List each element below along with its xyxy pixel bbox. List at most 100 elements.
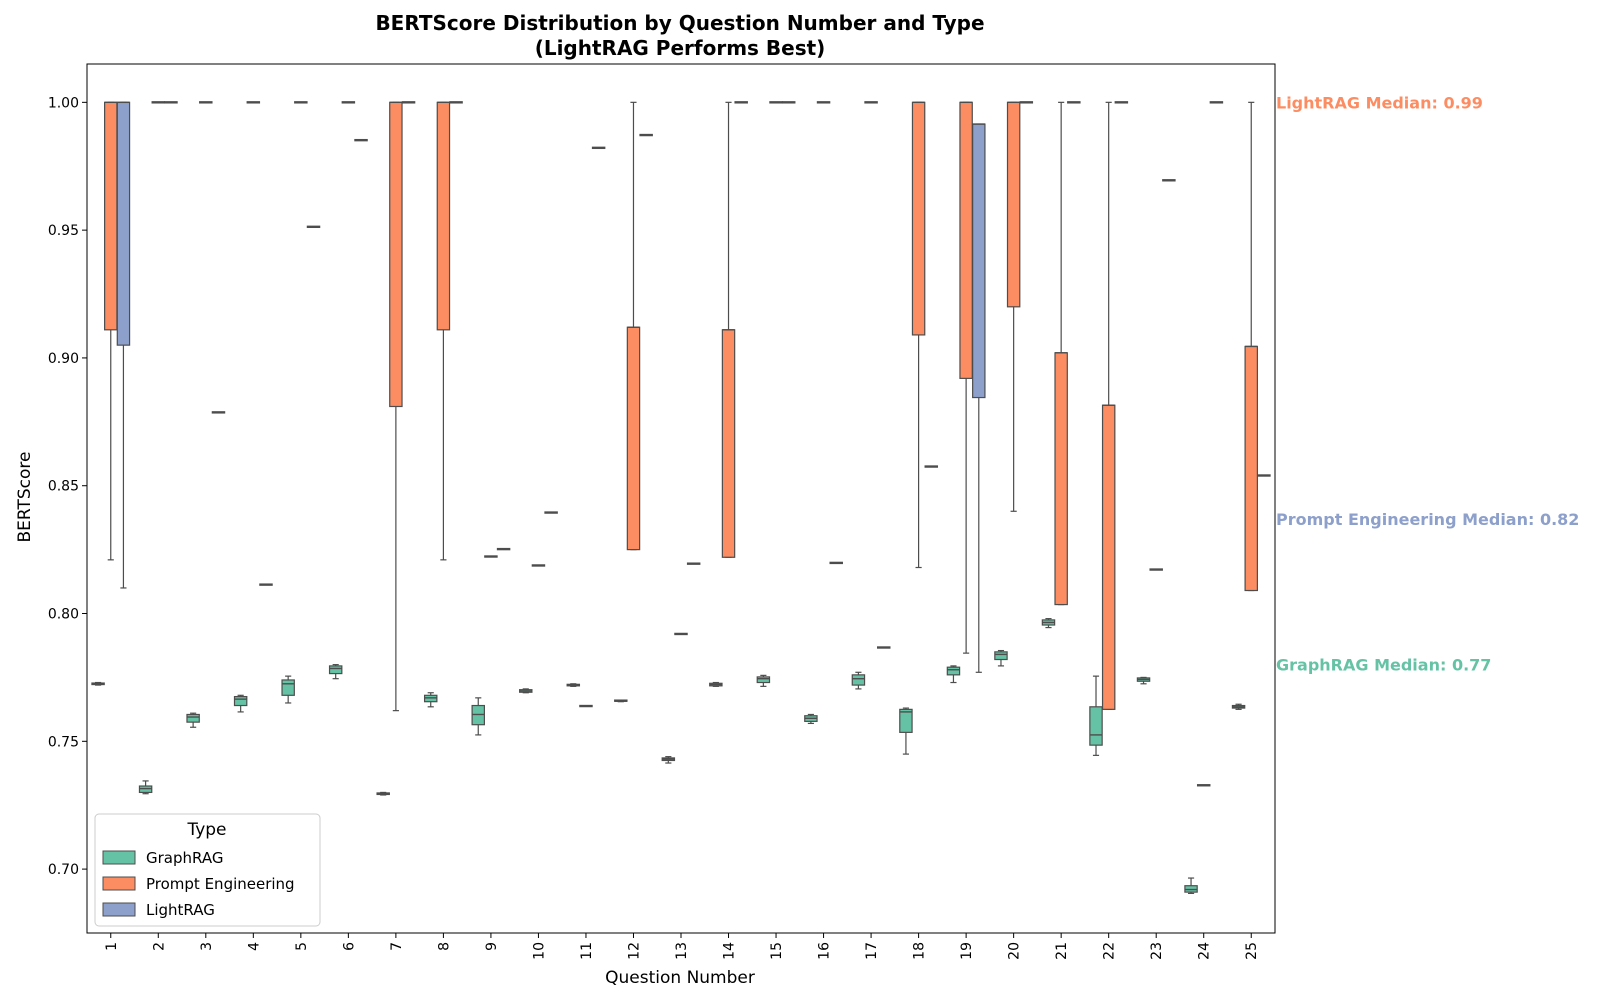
legend-swatch	[102, 902, 136, 917]
box-lightrag-q1	[116, 101, 131, 589]
box-graphrag-q17	[851, 671, 866, 690]
box-iqr	[851, 674, 866, 686]
box-graphrag-q20	[994, 649, 1008, 667]
box-iqr	[116, 101, 131, 346]
box-lightrag-q10	[544, 511, 558, 514]
box-graphrag-q3	[186, 712, 200, 728]
box-lightrag-q19	[972, 123, 986, 673]
box-prompt-engineering-q1	[104, 101, 118, 561]
box-graphrag-q1	[91, 681, 105, 686]
median-annotations: LightRAG Median: 0.99 Prompt Engineering …	[1276, 93, 1579, 674]
box-lightrag-q13	[686, 562, 701, 565]
box-prompt-engineering-q16	[816, 101, 831, 104]
plot-frame	[86, 63, 1276, 934]
y-tick-label: 0.70	[48, 862, 79, 878]
box-lightrag-q8	[449, 101, 463, 104]
box-lightrag-q9	[496, 547, 511, 551]
box-lightrag-q4	[259, 583, 273, 586]
chart-title: BERTScore Distribution by Question Numbe…	[375, 11, 984, 35]
box-lightrag-q22	[1114, 101, 1129, 104]
box-graphrag-q10	[519, 688, 533, 694]
box-prompt-engineering-q15	[769, 101, 783, 104]
x-tick-label: 11	[579, 942, 595, 960]
box-prompt-engineering-q4	[246, 101, 261, 104]
box-iqr	[1089, 706, 1103, 746]
box-iqr	[626, 326, 641, 551]
box-lightrag-q18	[924, 465, 939, 468]
x-tick-label: 18	[912, 942, 928, 960]
box-iqr	[1244, 345, 1258, 592]
legend-entry-label: GraphRAG	[146, 849, 223, 867]
x-tick-label: 15	[769, 942, 785, 960]
box-prompt-engineering-q18	[911, 101, 926, 569]
box-graphrag-q11	[566, 683, 581, 687]
box-iqr	[233, 695, 248, 707]
box-lightrag-q12	[639, 133, 653, 137]
x-tick-label: 3	[199, 942, 215, 951]
legend-frame	[94, 813, 321, 927]
box-graphrag-q8	[423, 692, 438, 708]
box-prompt-engineering-q7	[389, 101, 403, 712]
box-prompt-engineering-q17	[864, 101, 878, 104]
x-tick-label: 22	[1102, 942, 1118, 960]
box-iqr	[946, 666, 961, 676]
box-iqr	[436, 101, 451, 331]
x-tick-label: 25	[1244, 942, 1260, 960]
x-tick-label: 20	[1007, 942, 1023, 960]
x-tick-label: 16	[817, 942, 833, 960]
box-graphrag-q9	[471, 697, 485, 736]
box-iqr	[1054, 352, 1068, 606]
y-axis-label: BERTScore	[15, 452, 35, 543]
box-lightrag-q5	[306, 225, 321, 229]
x-tick-label: 12	[626, 942, 642, 960]
box-prompt-engineering-q14	[721, 101, 736, 558]
box-graphrag-q22	[1089, 675, 1103, 756]
box-prompt-engineering-q10	[531, 564, 546, 567]
box-prompt-engineering-q13	[674, 632, 688, 636]
box-graphrag-q13	[661, 756, 676, 764]
x-tick-label: 14	[722, 942, 738, 960]
box-lightrag-q17	[877, 646, 891, 649]
box-lightrag-q3	[211, 411, 226, 414]
y-tick-label: 0.75	[48, 734, 79, 750]
box-iqr	[972, 123, 986, 399]
box-iqr	[389, 101, 403, 408]
chart-subtitle: (LightRAG Performs Best)	[535, 36, 826, 60]
box-iqr	[994, 651, 1008, 661]
box-iqr	[186, 713, 200, 723]
box-graphrag-q25	[1231, 703, 1246, 710]
box-lightrag-q11	[591, 146, 606, 150]
box-iqr	[899, 708, 913, 733]
box-iqr	[756, 676, 771, 684]
box-graphrag-q23	[1136, 676, 1151, 685]
legend-swatch	[102, 850, 136, 865]
legend-title: Type	[186, 820, 226, 840]
box-iqr	[721, 329, 736, 558]
box-graphrag-q2	[138, 780, 153, 795]
y-tick-label: 0.80	[48, 607, 79, 623]
box-graphrag-q6	[328, 664, 343, 680]
box-lightrag-q14	[734, 101, 748, 104]
x-tick-label: 8	[436, 942, 452, 951]
box-graphrag-q14	[709, 681, 723, 687]
box-lightrag-q15	[781, 101, 796, 104]
x-tick-label: 17	[864, 942, 880, 960]
x-tick-label: 21	[1054, 942, 1070, 960]
box-prompt-engineering-q2	[151, 101, 166, 104]
box-lightrag-q16	[829, 561, 843, 565]
box-iqr	[911, 101, 926, 336]
box-prompt-engineering-q6	[341, 101, 356, 104]
box-prompt-engineering-q22	[1101, 101, 1116, 710]
x-tick-label: 5	[294, 942, 310, 951]
x-tick-label: 6	[341, 942, 357, 951]
box-prompt-engineering-q21	[1054, 101, 1068, 606]
box-prompt-engineering-q5	[294, 101, 308, 104]
box-prompt-engineering-q8	[436, 101, 451, 561]
box-iqr	[328, 665, 343, 675]
x-tick-label: 10	[531, 942, 547, 960]
box-graphrag-q24	[1184, 877, 1198, 894]
y-tick-label: 0.95	[48, 223, 79, 239]
legend-entry-label: LightRAG	[146, 901, 215, 919]
box-prompt-engineering-q11	[579, 704, 593, 708]
